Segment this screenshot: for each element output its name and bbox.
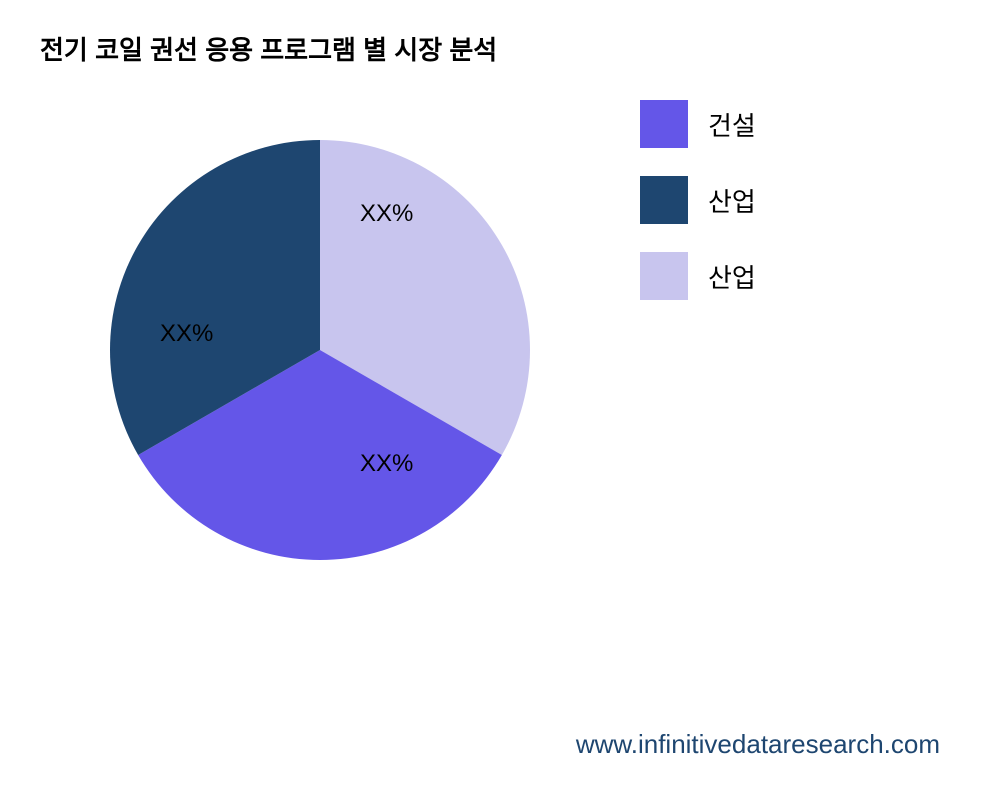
legend-item: 산업 <box>640 176 756 224</box>
legend-swatch-1 <box>640 176 688 224</box>
legend-swatch-0 <box>640 100 688 148</box>
legend-item: 건설 <box>640 100 756 148</box>
legend-label-0: 건설 <box>708 106 756 143</box>
chart-title: 전기 코일 권선 응용 프로그램 별 시장 분석 <box>40 30 497 67</box>
legend-item: 산업 <box>640 252 756 300</box>
legend-swatch-2 <box>640 252 688 300</box>
pie-chart: XX% XX% XX% <box>100 130 540 570</box>
pie-svg <box>100 130 540 570</box>
legend-label-1: 산업 <box>708 182 756 219</box>
legend: 건설 산업 산업 <box>640 100 756 328</box>
legend-label-2: 산업 <box>708 258 756 295</box>
footer-url: www.infinitivedataresearch.com <box>576 729 940 760</box>
